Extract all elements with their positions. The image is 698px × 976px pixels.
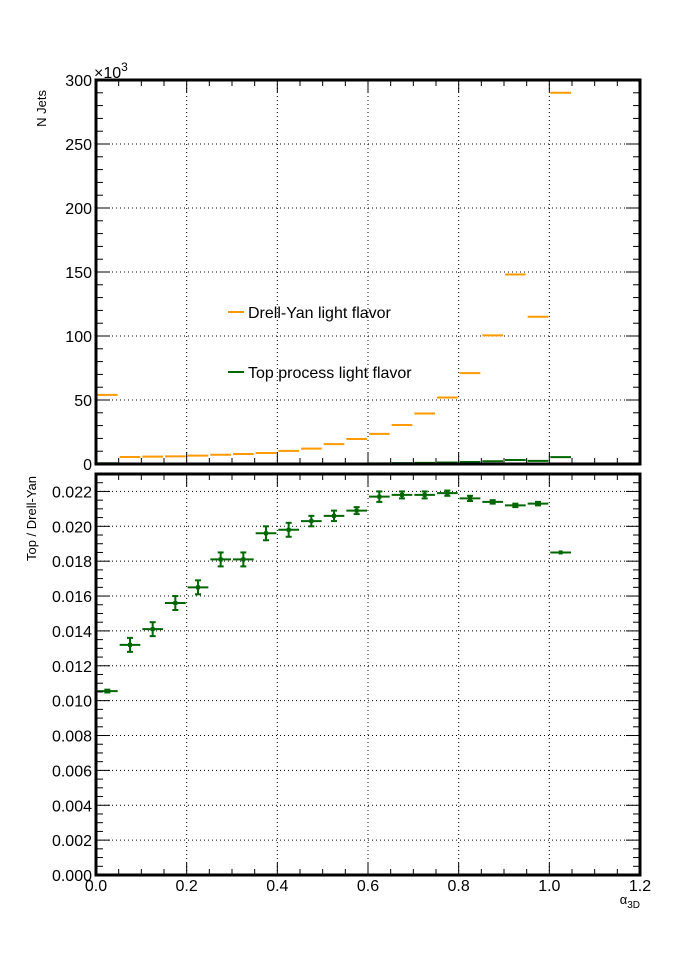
ratio-point [187,579,209,596]
top-y-tick-label: 50 [74,393,92,410]
ratio-point [165,595,186,611]
x-tick-label: 0.6 [357,878,379,895]
y-multiplier-label: ×103 [94,60,128,82]
ratio-marker [536,501,540,506]
ratio-marker [445,491,450,496]
ratio-marker [150,627,155,632]
ratio-marker [241,557,246,562]
ratio-marker [105,689,110,694]
top-y-tick-label: 100 [65,329,92,346]
ratio-marker [377,494,382,499]
x-tick-label: 0.8 [448,878,470,895]
ratio-marker [354,508,359,513]
top-grid [96,80,640,464]
bottom-y-tick-label: 0.002 [52,833,92,850]
ratio-point [301,514,322,528]
ratio-point [142,621,163,638]
ratio-points [97,489,571,694]
bottom-y-tick-label: 0.000 [52,868,92,885]
x-axis-title-subscript: 3D [627,900,640,911]
x-tick-label: 0.4 [266,878,288,895]
bottom-y-tick-label: 0.010 [52,694,92,711]
top-y-tick-label: 300 [65,73,92,90]
bottom-y-tick-label: 0.006 [52,763,92,780]
x-axis-title: α3D [620,892,640,911]
ratio-point [233,551,254,568]
top-y-tick-label: 150 [65,265,92,282]
x-axis-title-main: α [620,892,628,907]
bottom-y-tick-label: 0.020 [52,519,92,536]
bottom-y-tick-labels: 0.000 0.002 0.004 0.006 0.008 0.010 0.012 0.014… [52,484,92,885]
ratio-marker [422,492,427,497]
ratio-point [369,490,390,503]
bottom-y-tick-label: 0.014 [52,624,92,641]
ratio-point [482,499,503,505]
bottom-y-tick-label: 0.016 [52,589,92,606]
x-tick-label: 1.0 [538,878,560,895]
ratio-marker [558,550,563,555]
ratio-point [346,506,367,516]
ratio-point [505,502,526,509]
ratio-marker [309,519,314,524]
series-drell-yan [97,91,571,458]
ratio-marker [173,601,178,606]
top-y-axis-title: N Jets [34,90,49,127]
x-tick-label: 0.0 [85,878,107,895]
ratio-marker [490,499,495,504]
ratio-marker [286,527,291,532]
ratio-point [550,550,571,555]
y-multiplier-base: ×10 [94,65,121,82]
ratio-marker [196,585,200,590]
ratio-point [459,494,481,503]
top-series [97,91,571,465]
bottom-frame [94,472,642,877]
bottom-y-tick-label: 0.004 [52,798,92,815]
ratio-point [414,490,435,500]
top-y-tick-label: 0 [83,457,92,474]
top-y-tick-label: 250 [65,137,92,154]
ratio-marker [264,531,268,536]
ratio-marker [400,492,404,497]
x-tick-label: 1.2 [629,878,651,895]
ratio-point [119,636,141,653]
top-panel: 0 50 100 150 200 250 300 N Jets ×103 Drell-Yan… [34,60,642,474]
bottom-y-tick-label: 0.018 [52,554,92,571]
ratio-point [527,500,549,507]
y-multiplier-exponent: 3 [121,60,128,74]
ratio-marker [218,557,223,562]
legend-label: Top process light flavor [248,365,412,382]
ratio-point [278,521,299,538]
legend-label: Drell-Yan light flavor [248,305,392,322]
bottom-panel: 0.000 0.002 0.004 0.006 0.008 0.010 0.012 0.014… [24,472,651,911]
ratio-marker [468,496,472,501]
x-tick-labels: 0.0 0.2 0.4 0.6 0.8 1.0 1.2 [85,878,651,895]
bottom-grid [96,474,640,875]
bottom-y-tick-label: 0.012 [52,659,92,676]
bottom-y-tick-label: 0.022 [52,484,92,501]
ratio-marker [332,513,336,518]
top-y-tick-labels: 0 50 100 150 200 250 300 [65,73,92,474]
ratio-point [437,489,458,497]
x-tick-label: 0.2 [176,878,198,895]
legend: Drell-Yan light flavor Top process light … [228,305,412,382]
ratio-point [97,688,118,694]
ratio-point [391,490,413,500]
ratio-marker [128,642,132,647]
bottom-y-tick-label: 0.008 [52,729,92,746]
ratio-point [323,509,345,523]
top-frame [94,78,642,466]
ratio-marker [513,503,518,508]
top-y-tick-label: 200 [65,201,92,218]
ratio-point [210,551,231,568]
bottom-y-axis-title: Top / Drell-Yan [24,476,39,561]
ratio-point [255,525,277,542]
